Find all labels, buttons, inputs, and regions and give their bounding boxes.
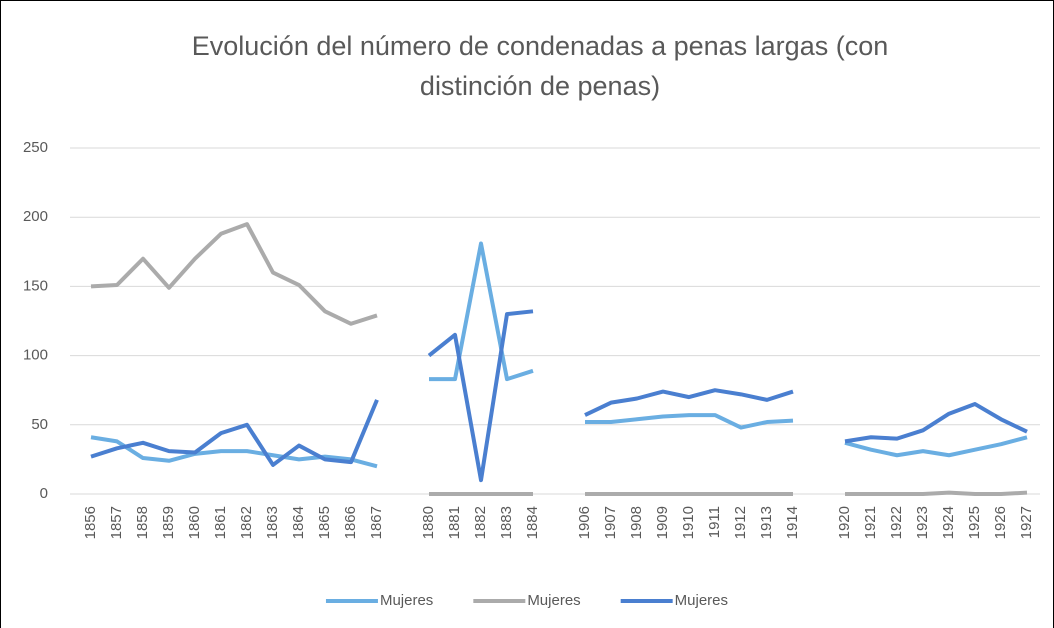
y-tick-label: 100 bbox=[23, 347, 48, 364]
x-tick-label: 1921 bbox=[862, 506, 879, 539]
x-tick-label: 1908 bbox=[628, 506, 645, 539]
y-tick-label: 250 bbox=[23, 139, 48, 156]
x-tick-label: 1923 bbox=[914, 506, 931, 539]
x-tick-label: 1922 bbox=[888, 506, 905, 539]
x-tick-label: 1914 bbox=[784, 506, 801, 539]
x-tick-label: 1865 bbox=[316, 506, 333, 539]
x-tick-label: 1910 bbox=[680, 506, 697, 539]
x-tick-label: 1858 bbox=[134, 506, 151, 539]
x-tick-label: 1860 bbox=[186, 506, 203, 539]
y-tick-label: 150 bbox=[23, 277, 48, 294]
legend-label: Mujeres bbox=[380, 592, 433, 609]
series-line bbox=[90, 309, 1028, 483]
x-tick-label: 1906 bbox=[576, 506, 593, 539]
x-tick-label: 1909 bbox=[654, 506, 671, 539]
x-tick-label: 1927 bbox=[1018, 506, 1035, 539]
x-tick-label: 1912 bbox=[732, 506, 749, 539]
legend-label: Mujeres bbox=[527, 592, 580, 609]
x-tick-label: 1911 bbox=[706, 506, 723, 538]
y-tick-label: 0 bbox=[40, 485, 48, 502]
series-line bbox=[90, 241, 1028, 469]
x-tick-label: 1882 bbox=[472, 506, 489, 539]
x-tick-label: 1926 bbox=[992, 506, 1009, 539]
x-tick-label: 1880 bbox=[420, 506, 437, 539]
x-tick-label: 1861 bbox=[212, 506, 229, 539]
x-tick-label: 1920 bbox=[836, 506, 853, 539]
legend-label: Mujeres bbox=[675, 592, 728, 609]
x-tick-label: 1925 bbox=[966, 506, 983, 539]
x-tick-label: 1856 bbox=[82, 506, 99, 539]
y-tick-label: 50 bbox=[31, 416, 48, 433]
chart-title: Evolución del número de condenadas a pen… bbox=[191, 31, 889, 101]
x-tick-label: 1907 bbox=[602, 506, 619, 539]
x-tick-label: 1864 bbox=[290, 506, 307, 539]
x-tick-label: 1859 bbox=[160, 506, 177, 539]
x-tick-label: 1857 bbox=[108, 506, 125, 539]
x-tick-label: 1862 bbox=[238, 506, 255, 539]
x-tick-label: 1924 bbox=[940, 506, 957, 539]
series-line bbox=[90, 222, 1028, 496]
x-tick-label: 1866 bbox=[342, 506, 359, 539]
x-tick-label: 1881 bbox=[446, 506, 463, 539]
x-tick-label: 1913 bbox=[758, 506, 775, 539]
x-tick-label: 1863 bbox=[264, 506, 281, 539]
x-tick-label: 1867 bbox=[368, 506, 385, 539]
x-tick-label: 1884 bbox=[524, 506, 541, 539]
x-tick-label: 1883 bbox=[498, 506, 515, 539]
y-tick-label: 200 bbox=[23, 208, 48, 225]
